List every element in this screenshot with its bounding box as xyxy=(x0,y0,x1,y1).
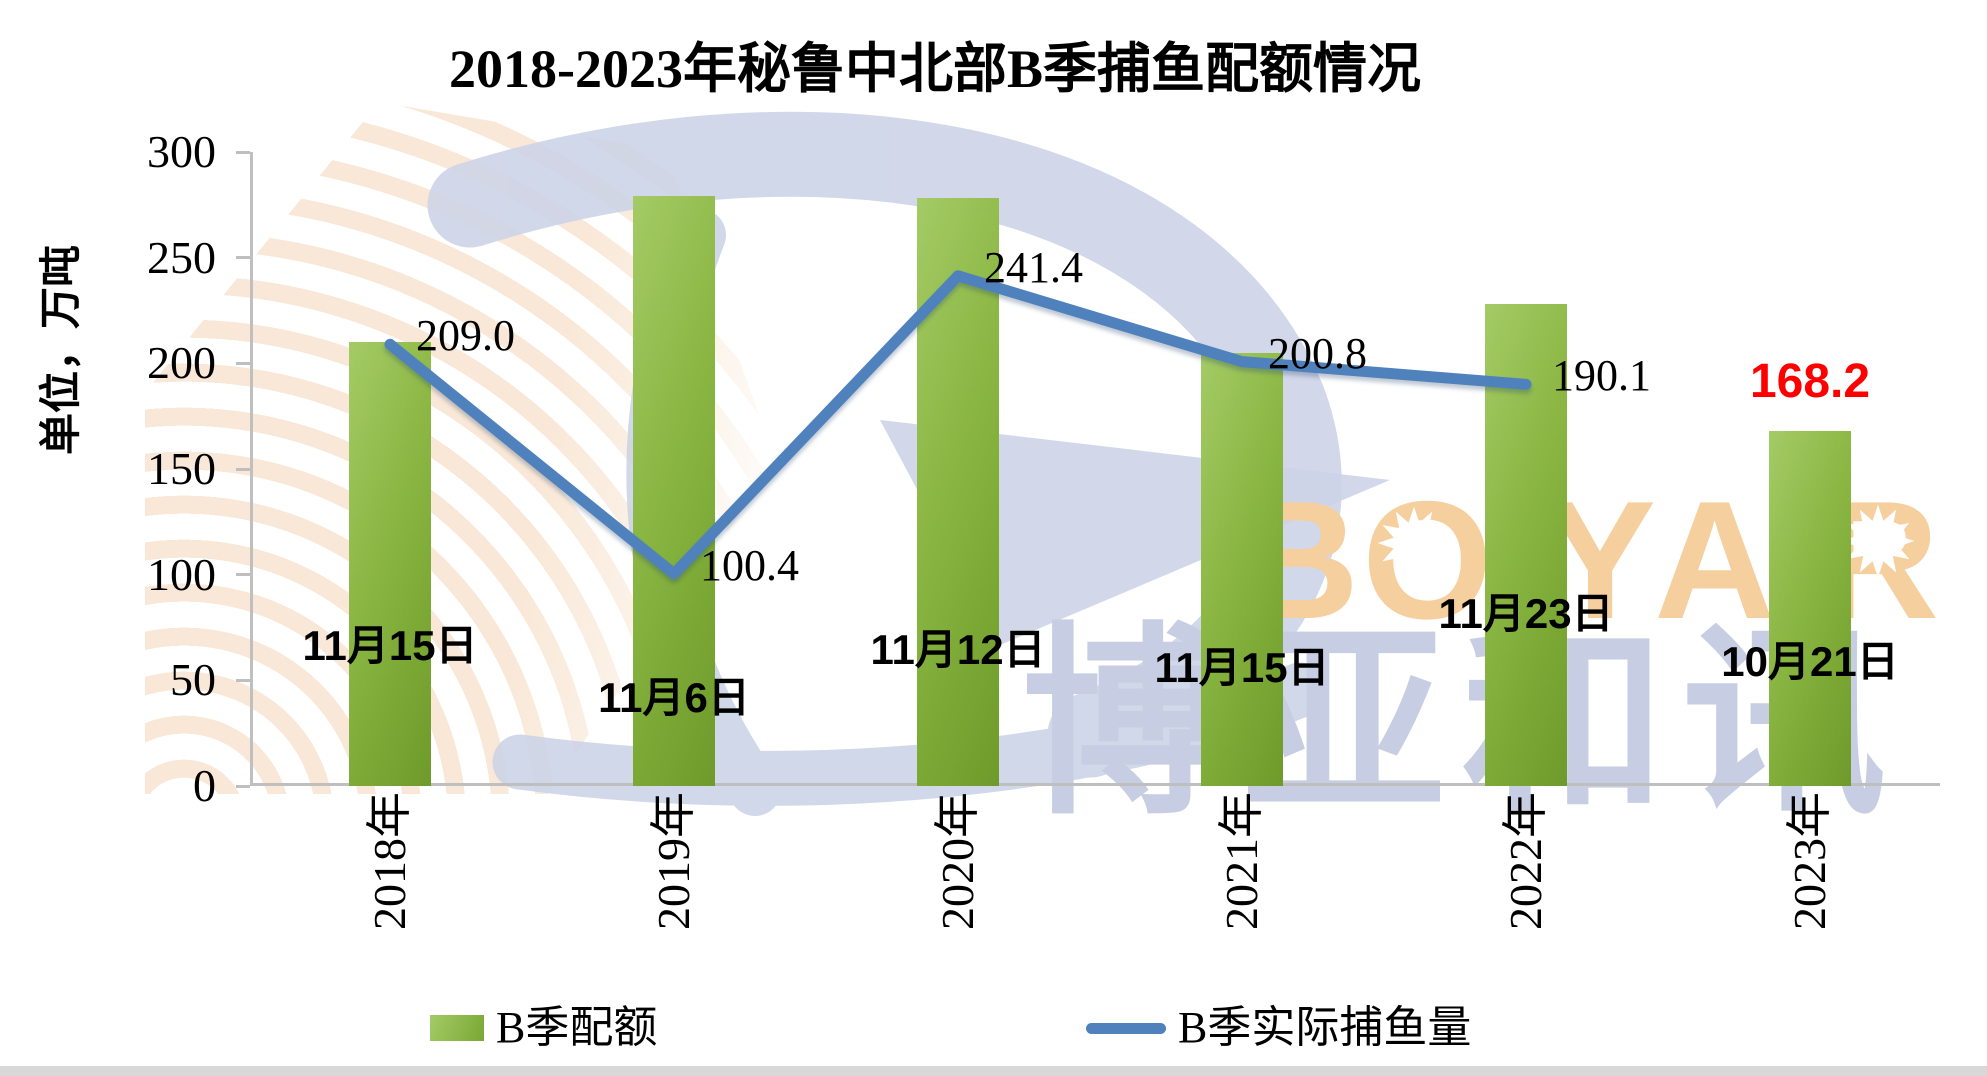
x-axis-year-label: 2019年 xyxy=(648,792,699,930)
legend-line-label: B季实际捕鱼量 xyxy=(1178,1003,1472,1052)
watermark-boya-cn-text: 博亚和讯 xyxy=(1022,610,1902,838)
watermark-letter-A: A xyxy=(1654,466,1776,654)
y-tick-mark xyxy=(236,678,250,682)
quota-bar-2021年 xyxy=(1201,352,1283,786)
quota-bar-2019年 xyxy=(633,196,715,786)
starburst-icon: ✹ xyxy=(1837,487,1919,599)
watermark-letter-O: O xyxy=(1362,466,1493,654)
bar-date-annotation: 11月15日 xyxy=(302,622,478,669)
bottom-gray-strip xyxy=(0,1066,1987,1076)
y-tick-label: 250 xyxy=(147,231,216,283)
y-tick-mark xyxy=(236,784,250,788)
y-tick-mark xyxy=(236,256,250,260)
x-axis-year-label: 2018年 xyxy=(364,792,415,930)
y-tick-mark xyxy=(236,150,250,154)
quota-bar-2020年 xyxy=(917,198,999,786)
bar-date-annotation: 11月12日 xyxy=(870,626,1046,673)
bar-date-annotation: 11月23日 xyxy=(1438,590,1614,637)
y-tick-label: 100 xyxy=(147,548,216,600)
x-axis-year-label: 2020年 xyxy=(932,792,983,930)
y-tick-label: 200 xyxy=(147,337,216,389)
y-axis-unit-label: 单位，万吨 xyxy=(39,245,85,456)
catch-point-label: 190.1 xyxy=(1552,351,1651,401)
catch-point-label: 100.4 xyxy=(700,540,799,590)
quota-bar-2023年 xyxy=(1769,430,1851,786)
y-tick-mark xyxy=(236,361,250,365)
x-axis-year-label: 2021年 xyxy=(1216,792,1267,930)
starburst-icon: ✹ xyxy=(1373,489,1455,601)
x-axis-year-label: 2023年 xyxy=(1784,792,1835,930)
catch-point-label: 241.4 xyxy=(984,242,1083,292)
x-axis-year-label: 2022年 xyxy=(1500,792,1551,930)
bar-date-annotation: 11月6日 xyxy=(598,674,750,721)
quota-bar-2018年 xyxy=(349,342,431,786)
bar-date-annotation: 10月21日 xyxy=(1721,638,1899,685)
quota-highlight-label: 168.2 xyxy=(1749,354,1871,408)
catch-point-label: 200.8 xyxy=(1268,328,1367,378)
legend-bar-swatch-icon xyxy=(430,1015,484,1041)
y-tick-mark xyxy=(236,467,250,471)
chart-title: 2018-2023年秘鲁中北部B季捕鱼配额情况 xyxy=(449,39,1421,99)
catch-point-label: 209.0 xyxy=(416,311,515,361)
bar-date-annotation: 11月15日 xyxy=(1154,644,1330,691)
plot-area-axes xyxy=(250,152,1940,786)
y-tick-label: 150 xyxy=(147,443,216,494)
y-tick-mark xyxy=(236,573,250,577)
y-tick-label: 300 xyxy=(147,126,216,177)
legend-line-swatch-icon xyxy=(1086,1022,1166,1034)
y-tick-label: 0 xyxy=(193,760,216,811)
legend-bar-label: B季配额 xyxy=(496,1003,658,1052)
legend-item-catch: B季实际捕鱼量 xyxy=(1086,1004,1471,1052)
legend-item-quota: B季配额 xyxy=(430,1004,657,1052)
y-tick-label: 50 xyxy=(170,654,216,706)
catch-line-series xyxy=(384,270,1532,580)
